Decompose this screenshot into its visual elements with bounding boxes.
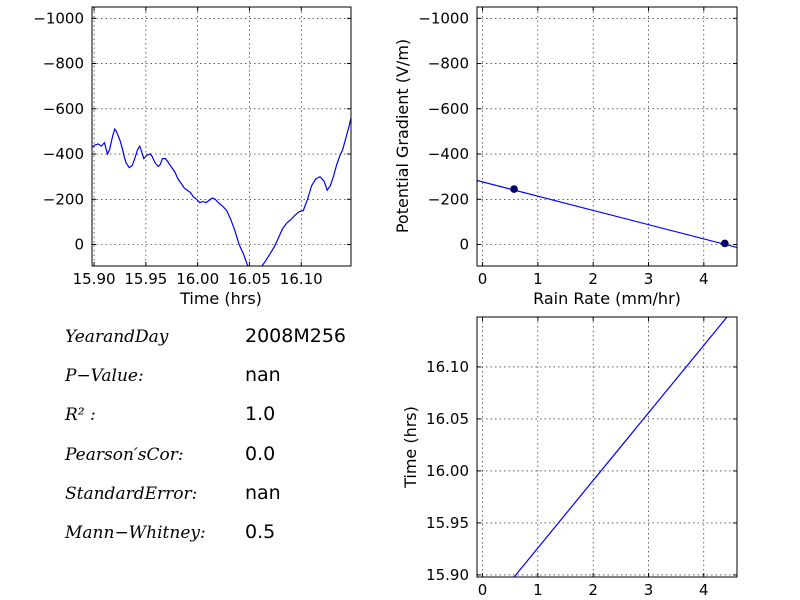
time-grid xyxy=(477,317,737,577)
pg-y-tick-label: −800 xyxy=(428,55,469,73)
time-y-tick-label: 16.10 xyxy=(426,358,469,376)
stat-value-year-and-day: 2008M256 xyxy=(245,325,346,347)
timeseries-y-tick-label: −800 xyxy=(43,55,84,73)
pg-y-tick-label: 0 xyxy=(459,236,469,254)
time-y-tick-label: 16.00 xyxy=(426,462,469,480)
time-y-axis-label: Time (hrs) xyxy=(401,406,420,489)
pg-grid xyxy=(477,7,737,266)
timeseries-y-tick-label: −400 xyxy=(43,145,84,163)
time-x-tick-label: 1 xyxy=(533,581,543,599)
pg-x-tick-label: 0 xyxy=(478,270,488,288)
timeseries-x-axis-label: Time (hrs) xyxy=(179,289,262,308)
pg-y-tick-label: −1000 xyxy=(418,9,469,27)
pg-x-tick-label: 1 xyxy=(533,270,543,288)
pg-y-axis-label: Potential Gradient (V/m) xyxy=(393,39,412,233)
time-plot-area xyxy=(513,317,728,577)
time-frame xyxy=(476,316,738,578)
stat-label-standard-error: StandardError: xyxy=(65,484,197,504)
stat-label-r-squared: R² : xyxy=(64,405,96,425)
timeseries-y-tick-label: 0 xyxy=(74,236,84,254)
pg-y-tick-label: −200 xyxy=(428,190,469,208)
pg-x-axis-label: Rain Rate (mm/hr) xyxy=(533,289,681,308)
pg-vs-rainrate-panel: Rain Rate (mm/hr) Potential Gradient (V/… xyxy=(393,6,738,308)
stat-value-pearsons-cor: 0.0 xyxy=(245,443,275,465)
stats-table: YearandDay 2008M256 P−Value: nan R² : 1.… xyxy=(64,325,346,543)
stat-value-r-squared: 1.0 xyxy=(245,403,275,425)
time-y-tick-label: 15.95 xyxy=(426,514,469,532)
pg-plot-area xyxy=(477,179,737,249)
time-x-tick-label: 2 xyxy=(588,581,598,599)
timeseries-y-tick-label: −1000 xyxy=(33,9,84,27)
timeseries-x-tick-label: 16.05 xyxy=(228,270,271,288)
timeseries-y-tick-label: −600 xyxy=(43,100,84,118)
pg-data-point xyxy=(721,239,729,248)
stat-value-p-value: nan xyxy=(245,364,281,386)
timeseries-ticks: 15.90 15.95 16.00 16.05 16.10 0 −200 −400 −600 −8… xyxy=(33,7,351,288)
stat-label-p-value: P−Value: xyxy=(64,366,144,386)
timeseries-x-tick-label: 16.00 xyxy=(176,270,219,288)
timeseries-series-line xyxy=(92,117,351,266)
time-y-tick-label: 16.05 xyxy=(426,410,469,428)
pg-x-tick-label: 3 xyxy=(644,270,654,288)
timeseries-plot-area xyxy=(92,117,351,266)
timeseries-frame xyxy=(91,6,352,267)
pg-x-tick-label: 4 xyxy=(699,270,709,288)
time-x-tick-label: 4 xyxy=(699,581,709,599)
timeseries-y-tick-label: −200 xyxy=(43,190,84,208)
pg-y-tick-label: −600 xyxy=(428,100,469,118)
timeseries-x-tick-label: 15.90 xyxy=(73,270,116,288)
pg-fit-line xyxy=(477,179,737,249)
timeseries-x-tick-label: 16.10 xyxy=(280,270,323,288)
pg-ticks: 0 1 2 3 4 0 −200 −400 −600 −800 −1000 xyxy=(418,7,737,288)
stat-label-mann-whitney: Mann−Whitney: xyxy=(64,523,206,543)
timeseries-panel: Time (hrs) 15.90 15.95 16.00 16.05 16.10 0 −20… xyxy=(33,6,352,308)
time-x-tick-label: 0 xyxy=(478,581,488,599)
stat-label-year-and-day: YearandDay xyxy=(65,327,169,347)
timeseries-x-tick-label: 15.95 xyxy=(124,270,167,288)
time-y-tick-label: 15.90 xyxy=(426,566,469,584)
pg-data-point xyxy=(510,185,518,193)
stat-label-pearsons-cor: Pearson′sCor: xyxy=(64,445,184,465)
stat-value-mann-whitney: 0.5 xyxy=(245,521,275,543)
time-vs-rainrate-panel: Time (hrs) 0 1 2 3 4 15.90 15.95 16.00 16.05 16.1… xyxy=(401,316,738,599)
pg-frame xyxy=(476,6,738,267)
pg-x-tick-label: 2 xyxy=(588,270,598,288)
timeseries-grid xyxy=(92,7,351,266)
time-series-line xyxy=(513,317,728,577)
pg-y-tick-label: −400 xyxy=(428,145,469,163)
time-ticks: 0 1 2 3 4 15.90 15.95 16.00 16.05 16.10 xyxy=(426,317,737,599)
stat-value-standard-error: nan xyxy=(245,482,281,504)
time-x-tick-label: 3 xyxy=(644,581,654,599)
